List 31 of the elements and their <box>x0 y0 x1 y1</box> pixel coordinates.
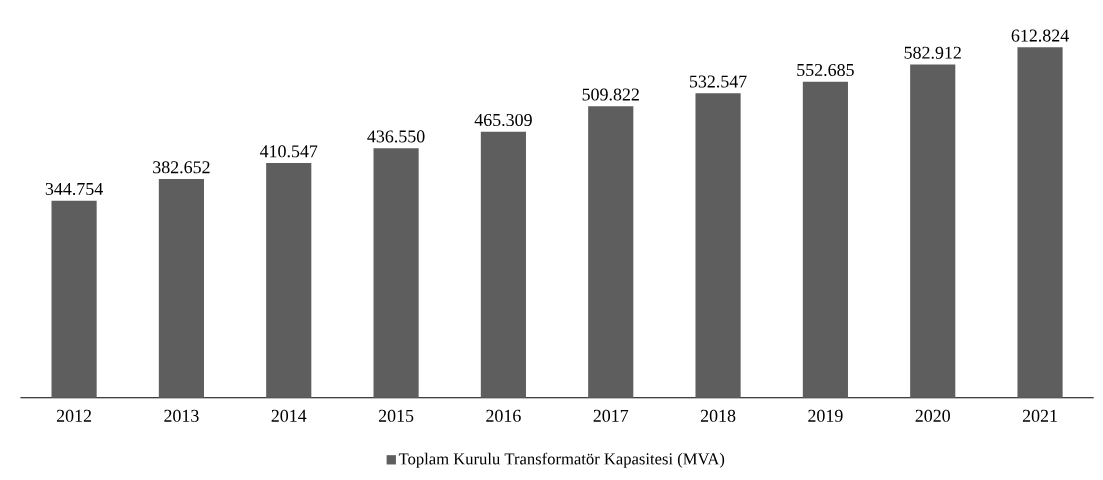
x-tick-label: 2020 <box>915 409 950 422</box>
bar <box>1017 47 1063 398</box>
bar <box>910 64 956 398</box>
bar <box>266 162 312 398</box>
data-label: 552.685 <box>797 63 854 77</box>
data-label: 344.754 <box>45 182 103 195</box>
data-label: 532.547 <box>689 75 747 88</box>
x-tick-label: 2016 <box>486 409 521 422</box>
x-tick-label: 2012 <box>56 409 92 422</box>
data-label: 582.912 <box>904 46 961 59</box>
bar <box>802 81 848 398</box>
bar <box>480 131 526 398</box>
bar <box>158 178 204 398</box>
x-tick-label: 2013 <box>164 409 199 422</box>
bar <box>373 148 419 398</box>
bar <box>51 200 97 398</box>
data-label: 436.550 <box>367 130 425 143</box>
x-tick-label: 2014 <box>271 409 307 422</box>
data-label: 465.309 <box>474 113 532 127</box>
x-tick-label: 2015 <box>378 409 414 422</box>
bar <box>695 93 741 398</box>
x-tick-label: 2019 <box>808 409 843 422</box>
data-label: 410.547 <box>259 145 318 158</box>
x-tick-label: 2017 <box>593 409 629 422</box>
data-label: 382.652 <box>153 161 210 174</box>
x-tick-label: 2021 <box>1022 409 1057 422</box>
data-label: 612.824 <box>1011 29 1069 42</box>
legend-label: Toplam Kurulu Transformatör Kapasitesi (MVA) <box>398 452 725 468</box>
bar <box>588 106 634 398</box>
x-tick-label: 2018 <box>700 409 736 422</box>
data-label: 509.822 <box>582 88 639 101</box>
